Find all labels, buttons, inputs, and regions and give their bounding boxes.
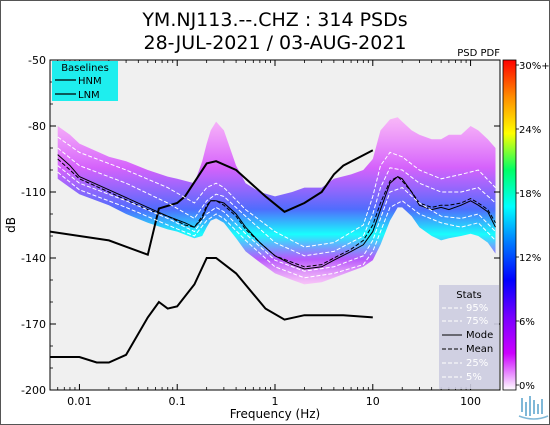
y-axis-label: dB <box>4 217 18 233</box>
baselines-legend-title: Baselines <box>61 63 109 74</box>
series-line-25pct <box>57 165 496 272</box>
series-line-lnm <box>50 257 373 364</box>
colorbar-tick-label: 18% <box>519 189 541 200</box>
series-line-95pct <box>57 136 496 248</box>
x-tick-label: 10 <box>366 395 380 408</box>
stats-25-label: 25% <box>466 358 488 369</box>
colorbar-tick-label: 30%+ <box>519 61 550 72</box>
y-tick-label: -80 <box>28 120 46 133</box>
series-line-hnm <box>50 149 374 257</box>
psd-density-cloud <box>57 117 496 285</box>
x-tick-label: 0.1 <box>168 395 186 408</box>
series-line-mean <box>57 158 496 268</box>
y-tick-label: -50 <box>28 54 46 67</box>
iris-logo-icon <box>518 396 549 420</box>
baselines-legend: Baselines HNM LNM <box>52 61 118 101</box>
x-tick-label: 100 <box>460 395 481 408</box>
colorbar-tick-label: 12% <box>519 253 541 264</box>
axis-layer: 0.01 0.1 1 10 100 -50 -80 -110 -140 -170 -200 <box>21 54 501 408</box>
x-tick-label: 0.01 <box>67 395 92 408</box>
x-axis-label: Frequency (Hz) <box>230 407 321 421</box>
stats-75-label: 75% <box>466 316 488 327</box>
series-line-75pct <box>57 147 496 257</box>
chart-title-line2: 28-JUL-2021 / 03-AUG-2021 <box>144 32 407 54</box>
x-tick-label: 1 <box>272 395 279 408</box>
colorbar <box>502 59 517 391</box>
colorbar-ticks: 30%+ 24% 18% 12% 6% 0% <box>516 61 550 392</box>
series-layer <box>50 136 496 364</box>
colorbar-title: PSD PDF <box>457 48 500 59</box>
chart-title-line1: YM.NJ113.--.CHZ : 314 PSDs <box>141 9 407 31</box>
series-line-5pct <box>57 171 496 279</box>
colorbar-tick-label: 6% <box>519 317 535 328</box>
hnm-legend-label: HNM <box>78 76 102 87</box>
stats-legend-box <box>439 285 499 389</box>
y-tick-label: -110 <box>21 186 46 199</box>
density-cloud-layer <box>57 117 496 285</box>
stats-5-label: 5% <box>466 372 482 383</box>
lnm-legend-label: LNM <box>78 90 100 101</box>
y-tick-label: -140 <box>21 252 46 265</box>
stats-legend: Stats 95% 75% Mode Mean 25% 5% <box>439 285 499 389</box>
y-tick-label: -170 <box>21 318 46 331</box>
colorbar-tick-label: 0% <box>519 381 535 392</box>
stats-mode-label: Mode <box>466 330 493 341</box>
series-line-mode <box>57 154 496 270</box>
colorbar-tick-label: 24% <box>519 125 541 136</box>
stats-legend-title: Stats <box>456 290 482 301</box>
stats-mean-label: Mean <box>466 344 493 355</box>
y-tick-label: -200 <box>21 384 46 397</box>
stats-95-label: 95% <box>466 303 488 314</box>
